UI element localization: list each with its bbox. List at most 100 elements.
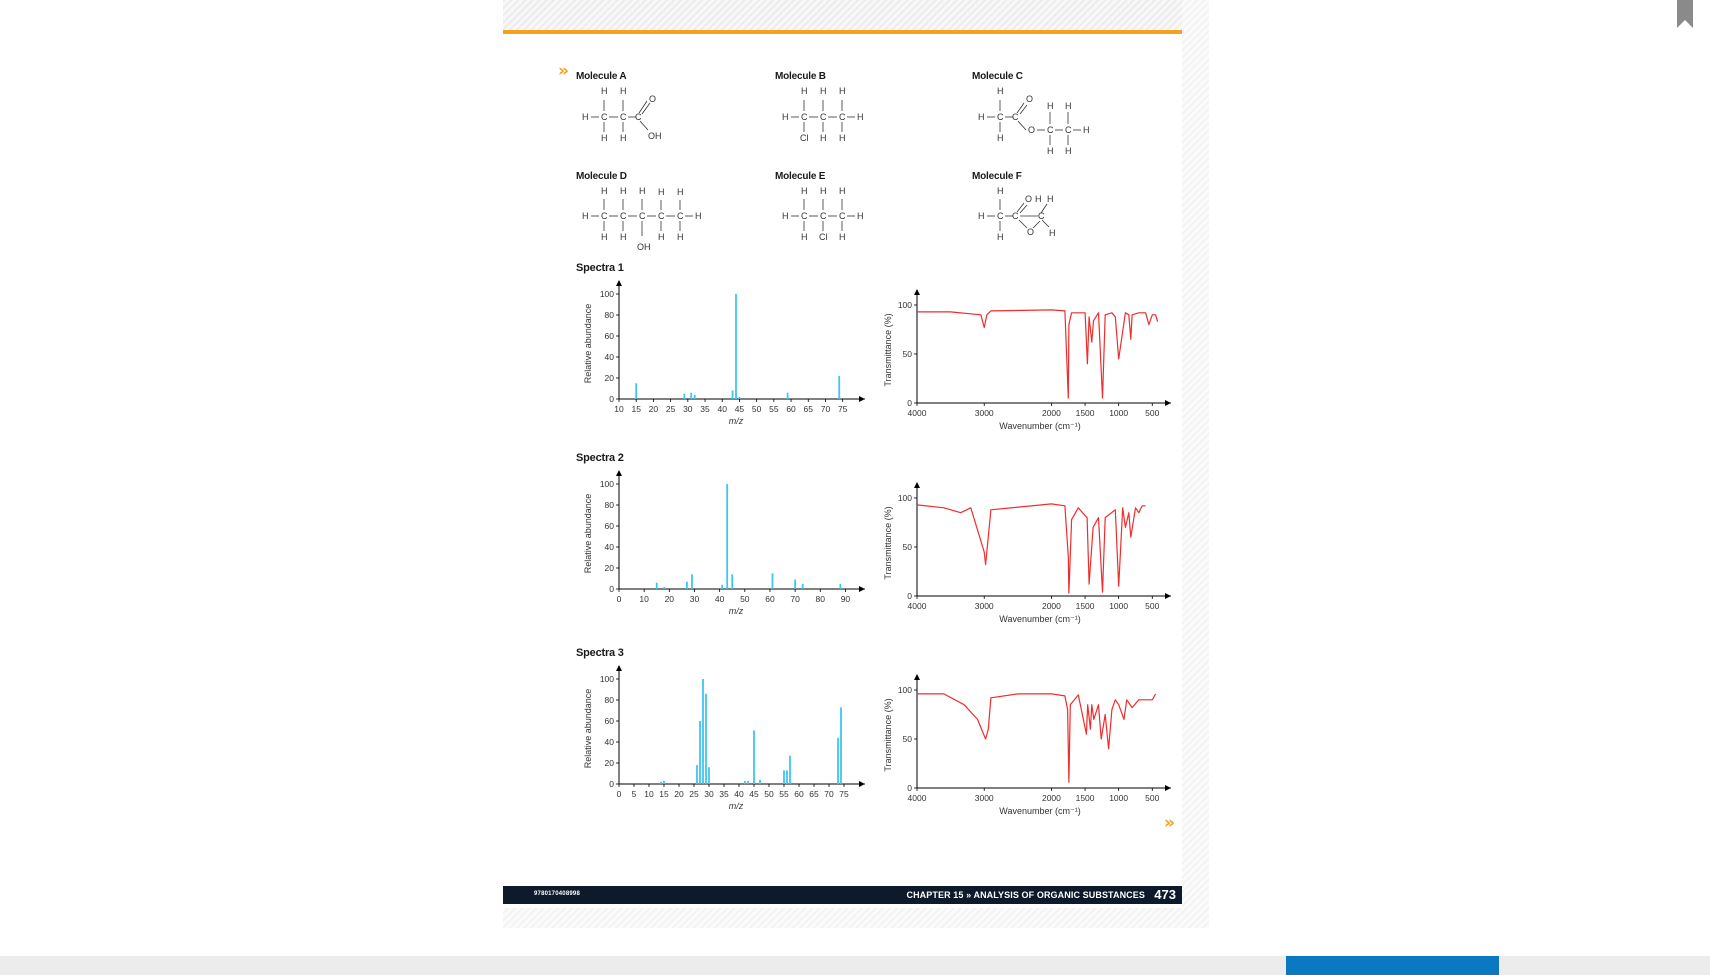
svg-text:H: H — [978, 112, 985, 122]
svg-text:C: C — [620, 112, 627, 122]
x-tick-label: 500 — [1145, 601, 1159, 611]
x-tick-label: 25 — [689, 789, 699, 799]
x-tick-label: 40 — [718, 404, 728, 414]
y-tick-label: 80 — [605, 695, 615, 705]
svg-text:H: H — [1049, 228, 1056, 238]
y-axis-label: Relative abundance — [583, 304, 593, 384]
svg-text:H: H — [620, 232, 627, 242]
y-axis-arrow — [914, 674, 920, 680]
y-tick-label: 50 — [903, 734, 913, 744]
svg-text:C: C — [820, 112, 827, 122]
x-tick-label: 2000 — [1042, 793, 1061, 803]
svg-text:H: H — [839, 86, 846, 96]
y-tick-label: 40 — [605, 542, 615, 552]
y-axis-arrow — [914, 482, 920, 488]
spectra-2-title: Spectra 2 — [576, 452, 624, 464]
svg-text:H: H — [978, 211, 985, 221]
y-tick-label: 50 — [903, 349, 913, 359]
x-tick-label: 75 — [839, 789, 849, 799]
svg-text:C: C — [839, 112, 846, 122]
x-axis-label: Wavenumber (cm⁻¹) — [999, 614, 1080, 624]
x-tick-label: 10 — [639, 594, 649, 604]
x-axis-arrow — [1165, 400, 1171, 406]
x-tick-label: 80 — [816, 594, 826, 604]
svg-text:H: H — [658, 187, 665, 197]
svg-text:H: H — [820, 86, 827, 96]
svg-text:H: H — [997, 232, 1004, 242]
svg-text:O: O — [1026, 94, 1033, 104]
y-tick-label: 60 — [605, 716, 615, 726]
x-tick-label: 1000 — [1109, 793, 1128, 803]
molecule-b-structure: H H H H C C C H Cl H H — [782, 86, 864, 143]
x-tick-label: 20 — [665, 594, 675, 604]
svg-text:C: C — [1065, 125, 1072, 135]
x-axis-label: m/z — [729, 606, 744, 616]
x-tick-label: 45 — [735, 404, 745, 414]
svg-text:C: C — [601, 211, 608, 221]
svg-text:C: C — [997, 112, 1004, 122]
svg-text:C: C — [1038, 211, 1045, 221]
y-tick-label: 0 — [907, 783, 912, 793]
svg-text:Cl: Cl — [800, 133, 809, 143]
y-tick-label: 20 — [605, 758, 615, 768]
svg-text:H: H — [601, 186, 608, 196]
x-tick-label: 70 — [821, 404, 831, 414]
svg-text:H: H — [601, 86, 608, 96]
svg-text:H: H — [857, 211, 864, 221]
molecule-f-title: Molecule F — [972, 171, 1022, 182]
chapter-title: CHAPTER 15 » ANALYSIS OF ORGANIC SUBSTAN… — [906, 890, 1145, 900]
svg-text:H: H — [620, 186, 627, 196]
x-tick-label: 3000 — [975, 601, 994, 611]
x-tick-label: 35 — [700, 404, 710, 414]
x-axis-label: Wavenumber (cm⁻¹) — [999, 806, 1080, 816]
x-tick-label: 50 — [740, 594, 750, 604]
svg-text:H: H — [839, 133, 846, 143]
svg-text:C: C — [801, 112, 808, 122]
horizontal-scrollbar[interactable] — [0, 956, 1710, 975]
x-tick-label: 15 — [631, 404, 641, 414]
y-tick-label: 20 — [605, 373, 615, 383]
molecule-b-title: Molecule B — [775, 71, 826, 82]
y-tick-label: 0 — [609, 779, 614, 789]
ir-trace — [917, 693, 1157, 783]
svg-text:O: O — [1025, 194, 1032, 204]
scrollbar-thumb[interactable] — [1286, 956, 1499, 975]
svg-text:C: C — [677, 211, 684, 221]
x-tick-label: 4000 — [908, 408, 927, 418]
x-tick-label: 3000 — [975, 793, 994, 803]
x-tick-label: 90 — [841, 594, 851, 604]
svg-text:H: H — [677, 232, 684, 242]
svg-text:H: H — [1047, 101, 1054, 111]
molecule-a-title: Molecule A — [576, 71, 627, 82]
y-tick-label: 40 — [605, 737, 615, 747]
svg-text:C: C — [1012, 112, 1019, 122]
svg-text:Cl: Cl — [819, 232, 828, 242]
x-tick-label: 60 — [794, 789, 804, 799]
svg-text:H: H — [782, 112, 789, 122]
x-tick-label: 10 — [614, 404, 624, 414]
mass-spectrum-1: 0 20 40 60 80 100 10 15 20 25 30 35 40 45 50 55 60 65 70 75… — [583, 280, 865, 426]
svg-text:C: C — [620, 211, 627, 221]
svg-text:C: C — [801, 211, 808, 221]
bookmark-icon[interactable] — [1677, 0, 1693, 28]
molecule-d-structure: H H H H H H C C C C C H H H H H OH — [582, 186, 702, 252]
x-tick-label: 55 — [769, 404, 779, 414]
svg-text:H: H — [801, 232, 808, 242]
svg-text:O: O — [649, 94, 656, 104]
x-axis-arrow — [1165, 785, 1171, 791]
svg-text:H: H — [801, 86, 808, 96]
x-tick-label: 20 — [649, 404, 659, 414]
x-axis-arrow — [859, 396, 865, 402]
svg-text:H: H — [820, 186, 827, 196]
x-tick-label: 1500 — [1076, 601, 1095, 611]
x-tick-label: 40 — [734, 789, 744, 799]
svg-text:C: C — [635, 112, 642, 122]
molecule-e-structure: H H H H C C C H H Cl H — [782, 186, 864, 242]
svg-text:OH: OH — [648, 131, 662, 141]
svg-text:H: H — [1065, 101, 1072, 111]
svg-text:H: H — [582, 211, 589, 221]
svg-text:C: C — [839, 211, 846, 221]
